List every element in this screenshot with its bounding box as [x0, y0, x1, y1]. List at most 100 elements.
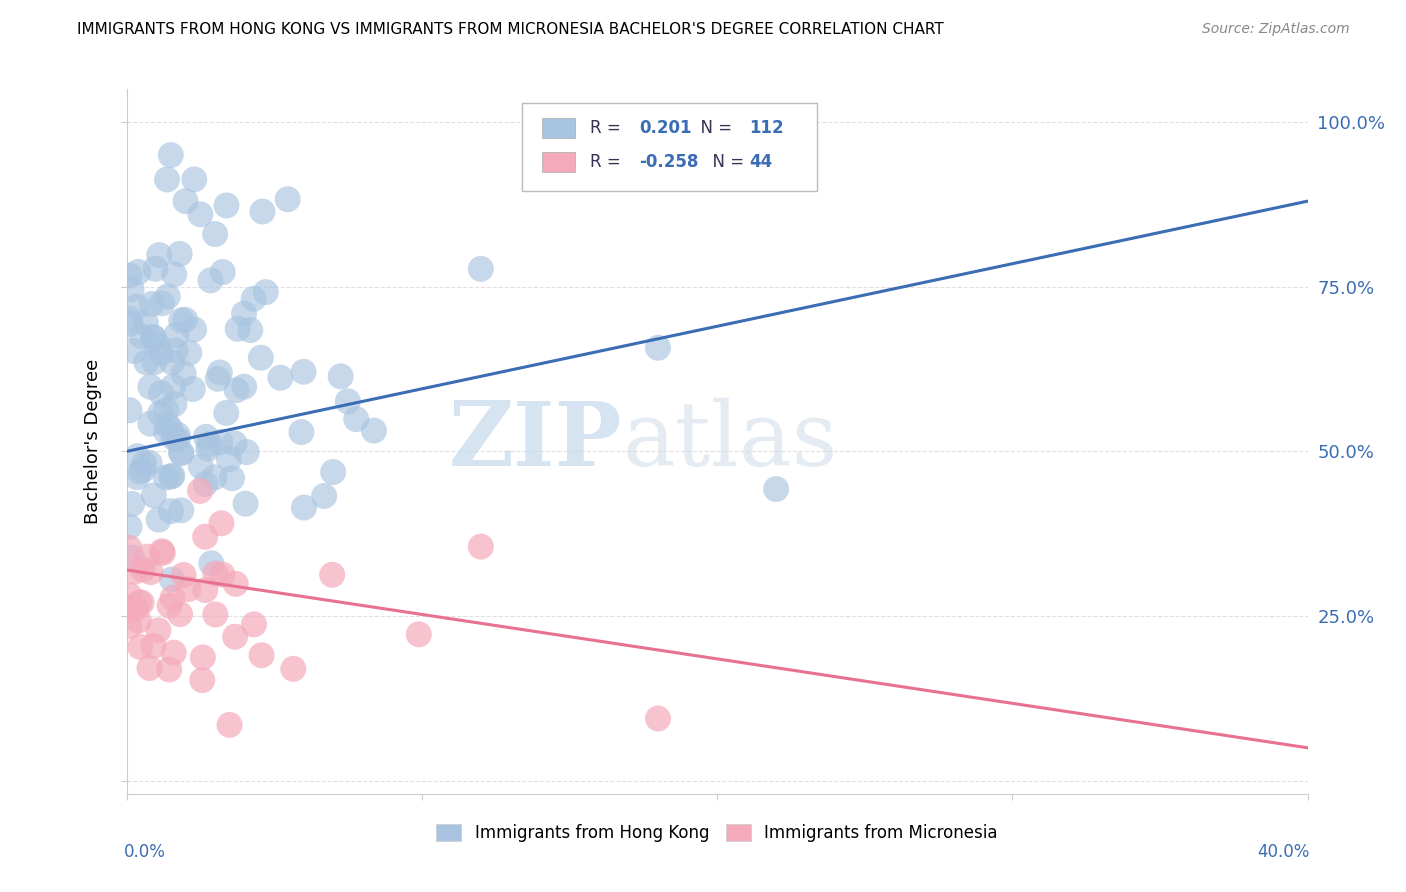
Point: [173, 568, 195, 582]
Point: [200, 556, 222, 570]
Point: [215, 198, 238, 212]
Point: [165, 327, 187, 342]
Point: [215, 406, 238, 420]
Point: [159, 599, 181, 613]
Point: [149, 346, 172, 360]
Point: [204, 470, 226, 484]
Point: [188, 483, 211, 498]
Point: [209, 435, 232, 450]
Point: [135, 355, 157, 369]
Point: [243, 617, 266, 632]
Text: N =: N =: [690, 119, 737, 137]
Point: [142, 330, 165, 344]
Text: R =: R =: [589, 119, 626, 137]
Point: [118, 268, 141, 283]
Point: [162, 379, 184, 393]
Point: [170, 446, 193, 460]
Point: [235, 497, 257, 511]
Point: [124, 602, 146, 616]
Point: [233, 307, 256, 321]
Point: [118, 403, 141, 417]
Point: [329, 369, 352, 384]
Point: [225, 577, 247, 591]
Text: 44: 44: [749, 153, 772, 170]
Point: [647, 711, 669, 725]
Point: [152, 546, 174, 560]
Point: [194, 476, 217, 491]
Point: [139, 565, 162, 579]
Point: [143, 355, 166, 369]
Point: [165, 343, 187, 358]
Point: [132, 463, 155, 477]
Point: [647, 341, 669, 355]
Text: 0.0%: 0.0%: [124, 843, 166, 861]
Point: [169, 607, 191, 621]
Point: [159, 422, 181, 436]
Point: [224, 436, 246, 450]
Point: [127, 300, 149, 314]
Point: [204, 566, 226, 581]
Point: [191, 650, 214, 665]
Point: [224, 630, 246, 644]
Point: [149, 406, 172, 420]
Point: [314, 489, 336, 503]
Point: [163, 431, 186, 445]
Point: [336, 394, 359, 409]
Point: [141, 297, 163, 311]
Point: [135, 316, 157, 330]
Point: [470, 540, 492, 554]
Point: [150, 296, 173, 310]
Point: [122, 343, 145, 358]
Point: [136, 549, 159, 564]
Point: [156, 289, 179, 303]
Point: [139, 417, 162, 431]
Text: 40.0%: 40.0%: [1257, 843, 1310, 861]
Point: [118, 541, 141, 555]
Point: [128, 465, 150, 479]
Legend: Immigrants from Hong Kong, Immigrants from Micronesia: Immigrants from Hong Kong, Immigrants fr…: [430, 817, 1004, 849]
Point: [254, 285, 277, 299]
Point: [183, 172, 205, 186]
Point: [121, 497, 143, 511]
Point: [226, 322, 249, 336]
Text: 0.201: 0.201: [640, 119, 692, 137]
Point: [145, 261, 167, 276]
Point: [142, 488, 165, 502]
Point: [218, 718, 240, 732]
Point: [170, 503, 193, 517]
Point: [170, 313, 193, 327]
Point: [142, 639, 165, 653]
Point: [208, 366, 231, 380]
Text: IMMIGRANTS FROM HONG KONG VS IMMIGRANTS FROM MICRONESIA BACHELOR'S DEGREE CORREL: IMMIGRANTS FROM HONG KONG VS IMMIGRANTS …: [77, 22, 943, 37]
Point: [470, 261, 492, 276]
Point: [233, 379, 256, 393]
Point: [120, 317, 142, 331]
Point: [146, 338, 169, 352]
Point: [118, 311, 141, 326]
Point: [292, 365, 315, 379]
Point: [163, 397, 186, 411]
Point: [250, 351, 273, 365]
Point: [170, 445, 193, 459]
Point: [129, 640, 152, 654]
Y-axis label: Bachelor's Degree: Bachelor's Degree: [84, 359, 103, 524]
Point: [197, 442, 219, 456]
Point: [138, 661, 160, 675]
Point: [157, 663, 180, 677]
Point: [138, 456, 160, 470]
Point: [290, 425, 312, 439]
Point: [160, 355, 183, 369]
Point: [166, 428, 188, 442]
Point: [190, 459, 212, 474]
Point: [198, 437, 221, 451]
Point: [250, 648, 273, 663]
Point: [194, 530, 217, 544]
Point: [148, 513, 170, 527]
Point: [118, 619, 141, 633]
Point: [177, 582, 200, 596]
Point: [128, 614, 150, 628]
Point: [252, 204, 274, 219]
Point: [283, 662, 305, 676]
Point: [160, 469, 183, 483]
Point: [269, 371, 291, 385]
